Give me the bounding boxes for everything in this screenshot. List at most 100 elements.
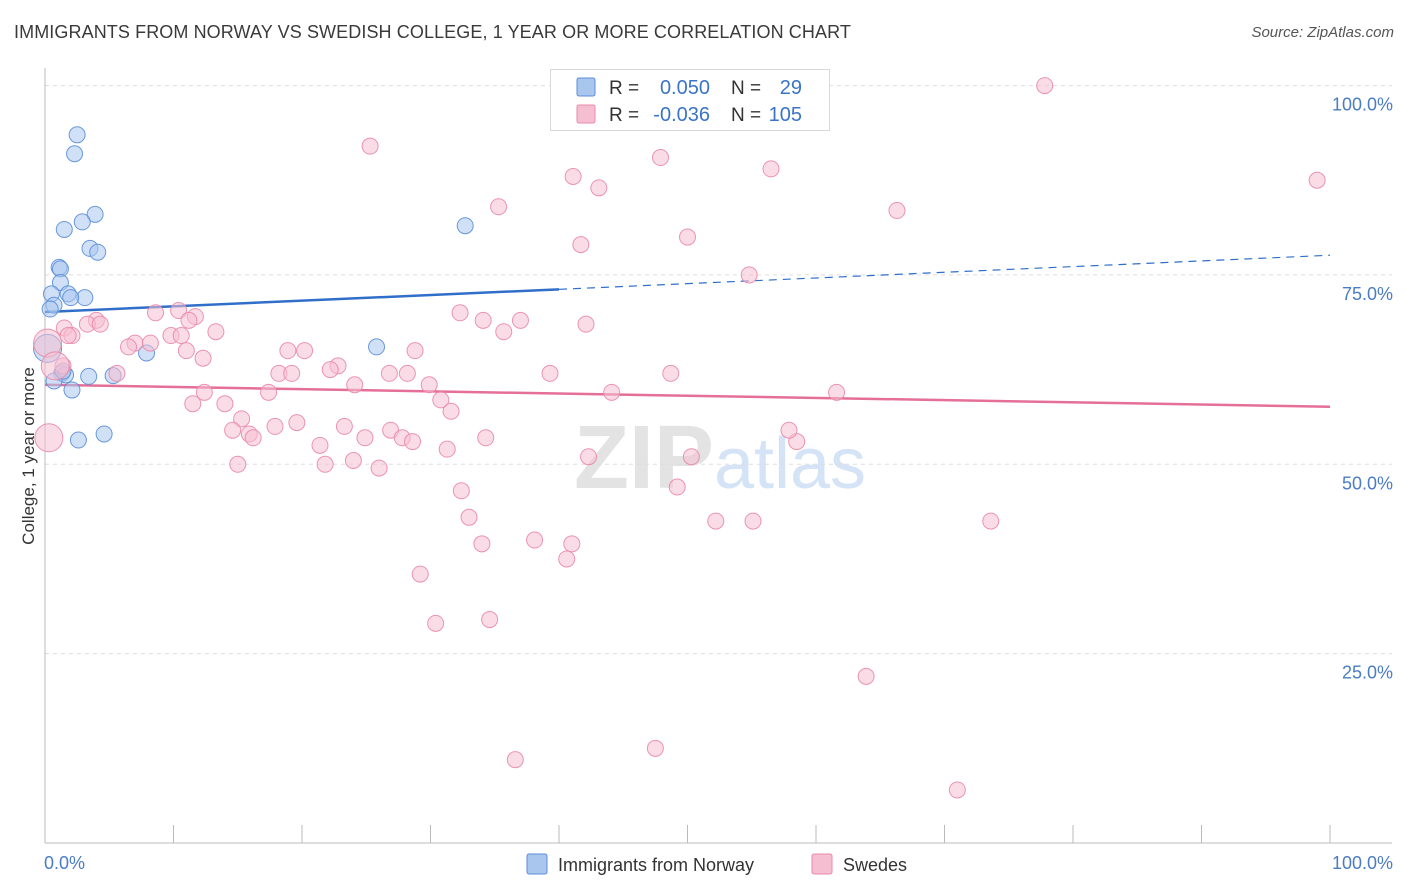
swedes-point-39: [321, 361, 339, 379]
swedes-point-51: [260, 383, 278, 401]
swedes-point-78: [316, 455, 334, 473]
swedes-point-100: [59, 327, 77, 345]
x-tick-label-1: 100.0%: [1332, 853, 1393, 873]
swedes-point-31: [172, 327, 190, 345]
swedes-point-73: [438, 440, 456, 458]
swedes-point-58: [233, 410, 251, 428]
swedes-point-52: [195, 383, 213, 401]
swedes-point-84: [982, 512, 1000, 530]
swedes-point-79: [370, 459, 388, 477]
legend-r-value-norway: 0.050: [660, 77, 710, 99]
norway-point-22: [80, 367, 98, 385]
swedes-point-49: [420, 376, 438, 394]
swedes-point-88: [563, 535, 581, 553]
swedes-point-15: [474, 311, 492, 329]
swedes-point-77: [229, 455, 247, 473]
norway-point-26: [95, 425, 113, 443]
norway-point-15: [41, 300, 59, 318]
norway-point-27: [69, 431, 87, 449]
swedes-point-82: [707, 512, 725, 530]
swedes-point-33: [406, 342, 424, 360]
swedes-point-75: [682, 448, 700, 466]
legend-n-label-norway: N =: [731, 78, 761, 99]
swedes-point-3: [652, 149, 670, 167]
norway-trend-line: [44, 288, 560, 314]
swedes-point-91: [427, 614, 445, 632]
swedes-point-4: [762, 160, 780, 178]
swedes-point-34: [177, 342, 195, 360]
norway-trend-line-extension: [558, 254, 1331, 290]
swedes-point-30: [141, 334, 159, 352]
legend-n-value-swedes: 105: [769, 104, 802, 126]
swedes-point-14: [147, 304, 165, 322]
swedes-point-5: [564, 167, 582, 185]
swedes-point-53: [828, 383, 846, 401]
swedes-point-9: [888, 202, 906, 220]
legend-r-value-swedes: -0.036: [653, 104, 710, 126]
swedes-point-93: [857, 667, 875, 685]
series-legend-swatch-swedes: [811, 853, 833, 875]
series-legend-label-norway: Immigrants from Norway: [558, 855, 754, 875]
y-tick-label-1: 50.0%: [1342, 473, 1393, 493]
swedes-point-99: [40, 351, 70, 381]
swedes-point-11: [572, 236, 590, 254]
swedes-point-2: [361, 137, 379, 155]
swedes-point-74: [580, 448, 598, 466]
swedes-point-6: [590, 179, 608, 197]
legend-swatch-norway: [576, 77, 596, 97]
swedes-point-83: [744, 512, 762, 530]
gridlines: [45, 85, 1392, 655]
swedes-point-70: [477, 429, 495, 447]
swedes-point-23: [91, 315, 109, 333]
swedes-point-12: [740, 266, 758, 284]
series-legend-swatch-norway: [526, 853, 548, 875]
legend-r-label-norway: R =: [609, 78, 639, 99]
swedes-point-43: [398, 364, 416, 382]
y-tick-label-0: 25.0%: [1342, 663, 1393, 683]
swedes-point-68: [244, 429, 262, 447]
x-tick-label-0: 0.0%: [44, 853, 85, 873]
swedes-point-76: [344, 452, 362, 469]
swedes-point-44: [541, 364, 559, 382]
norway-point-4: [55, 220, 73, 238]
swedes-point-72: [780, 421, 798, 439]
swedes-point-57: [442, 402, 460, 420]
swedes-point-59: [266, 417, 284, 435]
swedes-point-94: [506, 751, 524, 769]
swedes-point-35: [279, 342, 297, 360]
swedes-point-0: [1036, 77, 1054, 95]
data-points: [33, 77, 1326, 799]
norway-point-1: [66, 145, 84, 163]
norway-point-2: [86, 205, 104, 223]
swedes-point-69: [311, 436, 329, 454]
swedes-point-89: [558, 550, 576, 568]
swedes-point-90: [411, 565, 429, 583]
y-tick-label-3: 100.0%: [1332, 95, 1393, 115]
swedes-point-85: [460, 508, 478, 526]
swedes-point-46: [108, 364, 126, 382]
tick-labels: 25.0% 50.0% 75.0% 100.0% 0.0% 100.0%: [44, 95, 1393, 873]
y-tick-label-2: 75.0%: [1342, 284, 1393, 304]
swedes-point-24: [180, 311, 198, 329]
norway-point-16: [456, 217, 474, 235]
swedes-point-10: [679, 228, 696, 246]
swedes-trend-line: [44, 383, 1331, 408]
swedes-point-16: [511, 311, 529, 329]
norway-point-25: [63, 381, 81, 399]
swedes-point-87: [473, 535, 491, 553]
swedes-point-60: [288, 414, 306, 432]
norway-point-12: [76, 289, 94, 307]
legend-r-label-swedes: R =: [609, 105, 639, 126]
y-axis-label: College, 1 year or more: [19, 367, 38, 545]
legend-swatch-swedes: [576, 104, 596, 124]
swedes-point-41: [380, 364, 398, 382]
norway-point-3: [73, 213, 91, 231]
swedes-point-95: [646, 739, 664, 757]
series-legend: Immigrants from Norway Swedes: [0, 852, 1406, 878]
swedes-point-36: [296, 342, 314, 360]
source-label: Source: ZipAtlas.com: [1251, 24, 1394, 41]
swedes-point-7: [1308, 171, 1326, 189]
swedes-point-62: [224, 421, 242, 439]
norway-point-6: [89, 243, 107, 261]
